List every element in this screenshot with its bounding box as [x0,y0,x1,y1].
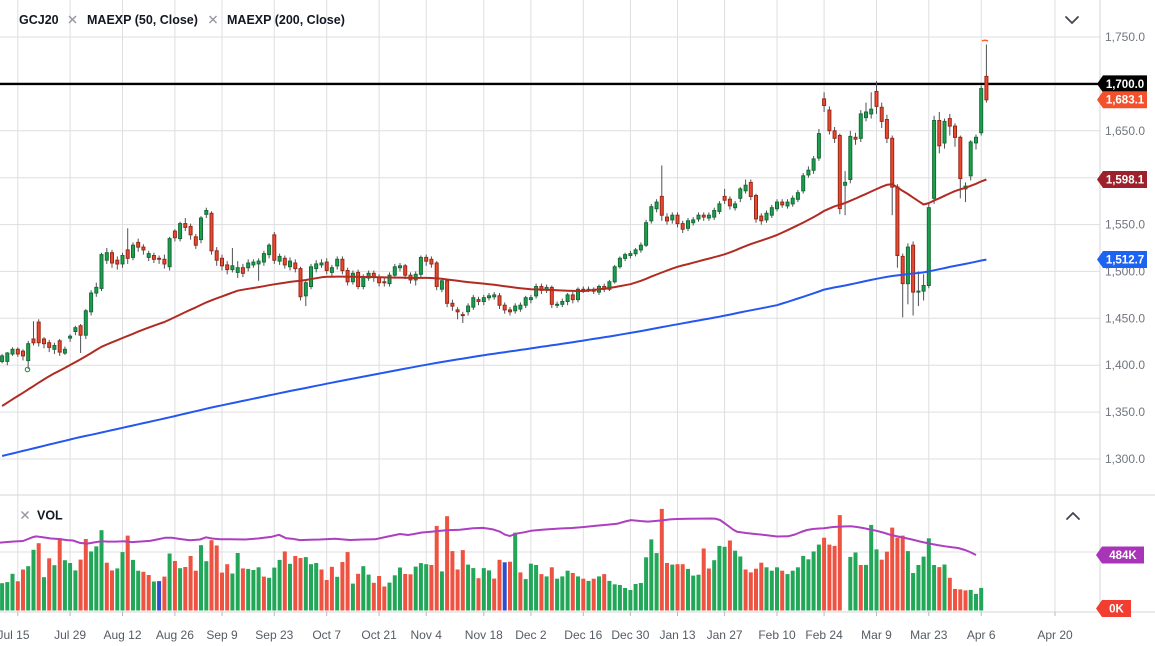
svg-text:Mar 23: Mar 23 [910,628,948,642]
svg-text:GCJ20: GCJ20 [19,13,59,27]
svg-text:1,512.7: 1,512.7 [1106,255,1144,267]
svg-text:Dec 30: Dec 30 [611,628,649,642]
svg-text:Aug 26: Aug 26 [156,628,194,642]
svg-text:Jul 15: Jul 15 [0,628,30,642]
svg-text:Sep 23: Sep 23 [255,628,293,642]
svg-text:Mar 9: Mar 9 [861,628,892,642]
svg-text:Apr 6: Apr 6 [967,628,996,642]
svg-text:484K: 484K [1109,550,1137,562]
svg-text:1,650.0: 1,650.0 [1105,124,1145,138]
svg-text:Nov 18: Nov 18 [465,628,503,642]
svg-text:Oct 7: Oct 7 [312,628,341,642]
svg-text:Jan 27: Jan 27 [707,628,743,642]
svg-text:0K: 0K [1109,604,1124,616]
svg-text:1,300.0: 1,300.0 [1105,452,1145,466]
svg-text:Jul 29: Jul 29 [54,628,86,642]
svg-text:Jan 13: Jan 13 [659,628,695,642]
svg-text:Feb 24: Feb 24 [805,628,843,642]
svg-text:1,598.1: 1,598.1 [1106,175,1145,187]
svg-text:Aug 12: Aug 12 [103,628,141,642]
svg-text:1,550.0: 1,550.0 [1105,218,1145,232]
svg-text:VOL: VOL [37,509,63,523]
svg-text:Oct 21: Oct 21 [361,628,397,642]
svg-text:Dec 2: Dec 2 [515,628,547,642]
svg-text:Feb 10: Feb 10 [758,628,796,642]
svg-text:1,350.0: 1,350.0 [1105,405,1145,419]
svg-text:Nov 4: Nov 4 [411,628,443,642]
svg-text:Sep 9: Sep 9 [206,628,238,642]
svg-text:1,450.0: 1,450.0 [1105,311,1145,325]
svg-text:MAEXP (50, Close): MAEXP (50, Close) [87,13,198,27]
svg-text:Apr 20: Apr 20 [1037,628,1073,642]
svg-text:1,400.0: 1,400.0 [1105,358,1145,372]
svg-text:Dec 16: Dec 16 [564,628,602,642]
svg-text:MAEXP (200, Close): MAEXP (200, Close) [227,13,345,27]
svg-text:1,700.0: 1,700.0 [1106,79,1144,91]
svg-text:1,750.0: 1,750.0 [1105,30,1145,44]
svg-text:1,683.1: 1,683.1 [1106,95,1145,107]
